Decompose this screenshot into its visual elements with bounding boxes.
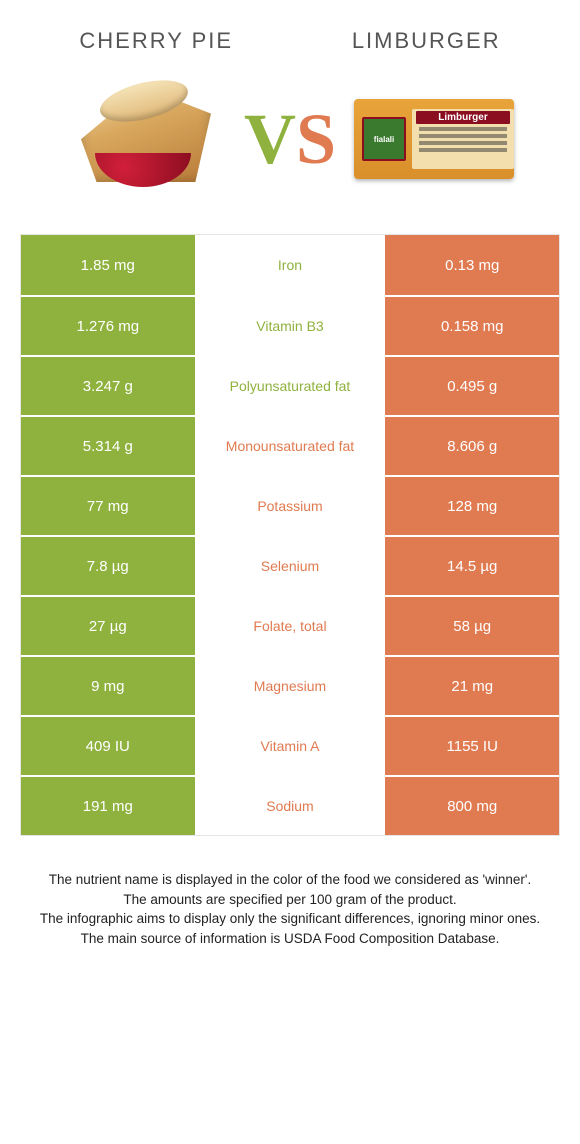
cheese-brand: Limburger xyxy=(416,111,509,124)
left-value: 191 mg xyxy=(21,777,195,835)
footnote-line: The infographic aims to display only the… xyxy=(36,909,544,929)
header: Cherry pie Limburger xyxy=(0,0,580,64)
right-value: 0.13 mg xyxy=(385,235,559,295)
left-value: 1.85 mg xyxy=(21,235,195,295)
table-row: 7.8 µgSelenium14.5 µg xyxy=(21,535,559,595)
table-row: 9 mgMagnesium21 mg xyxy=(21,655,559,715)
nutrient-label: Selenium xyxy=(195,537,386,595)
cheese-side-label: fialali xyxy=(362,117,406,161)
vs-v: V xyxy=(244,103,296,175)
footnote-line: The amounts are specified per 100 gram o… xyxy=(36,890,544,910)
left-value: 77 mg xyxy=(21,477,195,535)
left-value: 27 µg xyxy=(21,597,195,655)
right-value: 58 µg xyxy=(385,597,559,655)
table-row: 409 IUVitamin A1155 IU xyxy=(21,715,559,775)
right-value: 128 mg xyxy=(385,477,559,535)
table-row: 1.276 mgVitamin B30.158 mg xyxy=(21,295,559,355)
nutrient-label: Vitamin A xyxy=(195,717,386,775)
table-row: 27 µgFolate, total58 µg xyxy=(21,595,559,655)
vs-s: S xyxy=(296,103,336,175)
nutrient-label: Potassium xyxy=(195,477,386,535)
left-value: 9 mg xyxy=(21,657,195,715)
left-value: 409 IU xyxy=(21,717,195,775)
right-food-title: Limburger xyxy=(352,28,501,54)
vs-badge: V S xyxy=(244,103,336,175)
nutrition-table: 1.85 mgIron0.13 mg1.276 mgVitamin B30.15… xyxy=(20,234,560,836)
table-row: 1.85 mgIron0.13 mg xyxy=(21,235,559,295)
table-row: 77 mgPotassium128 mg xyxy=(21,475,559,535)
table-row: 3.247 gPolyunsaturated fat0.495 g xyxy=(21,355,559,415)
left-food-title: Cherry pie xyxy=(79,28,233,54)
nutrient-label: Sodium xyxy=(195,777,386,835)
left-value: 7.8 µg xyxy=(21,537,195,595)
right-value: 0.158 mg xyxy=(385,297,559,355)
right-value: 8.606 g xyxy=(385,417,559,475)
right-value: 14.5 µg xyxy=(385,537,559,595)
nutrient-label: Vitamin B3 xyxy=(195,297,386,355)
limburger-image: fialali Limburger xyxy=(354,74,514,204)
left-value: 3.247 g xyxy=(21,357,195,415)
footnote-line: The nutrient name is displayed in the co… xyxy=(36,870,544,890)
nutrient-label: Monounsaturated fat xyxy=(195,417,386,475)
nutrient-label: Polyunsaturated fat xyxy=(195,357,386,415)
footnotes: The nutrient name is displayed in the co… xyxy=(0,836,580,948)
footnote-line: The main source of information is USDA F… xyxy=(36,929,544,949)
right-value: 1155 IU xyxy=(385,717,559,775)
nutrient-label: Magnesium xyxy=(195,657,386,715)
hero-row: V S fialali Limburger xyxy=(0,64,580,224)
right-value: 0.495 g xyxy=(385,357,559,415)
nutrient-label: Iron xyxy=(195,235,386,295)
right-value: 21 mg xyxy=(385,657,559,715)
table-row: 5.314 gMonounsaturated fat8.606 g xyxy=(21,415,559,475)
left-value: 5.314 g xyxy=(21,417,195,475)
nutrient-label: Folate, total xyxy=(195,597,386,655)
table-row: 191 mgSodium800 mg xyxy=(21,775,559,835)
cherry-pie-image xyxy=(66,74,226,204)
right-value: 800 mg xyxy=(385,777,559,835)
left-value: 1.276 mg xyxy=(21,297,195,355)
